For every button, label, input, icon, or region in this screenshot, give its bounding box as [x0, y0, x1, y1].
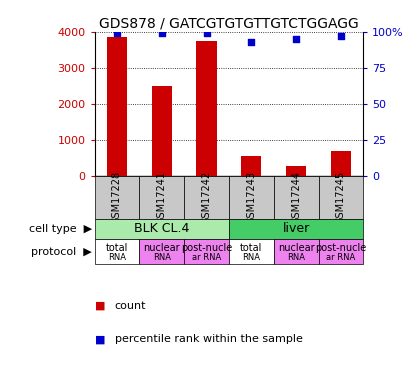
- Point: [338, 33, 344, 39]
- Bar: [318, 239, 363, 264]
- Text: ar RNA: ar RNA: [192, 254, 221, 262]
- Bar: [229, 176, 274, 219]
- Title: GDS878 / GATCGTGTGTTGTCTGGAGG: GDS878 / GATCGTGTGTTGTCTGGAGG: [99, 17, 359, 31]
- Text: BLK CL.4: BLK CL.4: [134, 222, 189, 236]
- Text: ■: ■: [94, 334, 105, 344]
- Text: nuclear: nuclear: [143, 243, 180, 253]
- Text: GSM17242: GSM17242: [202, 171, 212, 224]
- Bar: [139, 176, 184, 219]
- Text: total: total: [240, 243, 262, 253]
- Text: percentile rank within the sample: percentile rank within the sample: [115, 334, 302, 344]
- Text: GSM17243: GSM17243: [246, 171, 256, 224]
- Text: RNA: RNA: [153, 254, 171, 262]
- Bar: [94, 239, 139, 264]
- Bar: [229, 219, 363, 239]
- Point: [158, 30, 165, 36]
- Text: RNA: RNA: [287, 254, 305, 262]
- Point: [293, 36, 299, 42]
- Bar: [229, 239, 274, 264]
- Point: [248, 39, 255, 45]
- Bar: [94, 219, 229, 239]
- Bar: [274, 176, 318, 219]
- Text: cell type  ▶: cell type ▶: [29, 224, 92, 234]
- Bar: [286, 165, 306, 176]
- Text: ■: ■: [94, 301, 105, 310]
- Bar: [107, 37, 127, 176]
- Bar: [139, 239, 184, 264]
- Bar: [197, 41, 217, 176]
- Text: protocol  ▶: protocol ▶: [31, 246, 92, 256]
- Bar: [274, 239, 318, 264]
- Bar: [331, 151, 351, 176]
- Text: post-nucle: post-nucle: [315, 243, 367, 253]
- Text: count: count: [115, 301, 146, 310]
- Text: total: total: [106, 243, 128, 253]
- Text: RNA: RNA: [242, 254, 260, 262]
- Bar: [184, 239, 229, 264]
- Text: GSM17228: GSM17228: [112, 171, 122, 224]
- Point: [203, 30, 210, 36]
- Text: GSM17244: GSM17244: [291, 171, 301, 224]
- Bar: [94, 176, 139, 219]
- Text: liver: liver: [283, 222, 310, 236]
- Text: RNA: RNA: [108, 254, 126, 262]
- Bar: [152, 86, 172, 176]
- Text: post-nucle: post-nucle: [181, 243, 232, 253]
- Bar: [184, 176, 229, 219]
- Text: nuclear: nuclear: [278, 243, 315, 253]
- Point: [113, 30, 120, 36]
- Bar: [241, 156, 261, 176]
- Text: GSM17245: GSM17245: [336, 171, 346, 224]
- Text: GSM17241: GSM17241: [157, 171, 167, 224]
- Bar: [318, 176, 363, 219]
- Text: ar RNA: ar RNA: [326, 254, 355, 262]
